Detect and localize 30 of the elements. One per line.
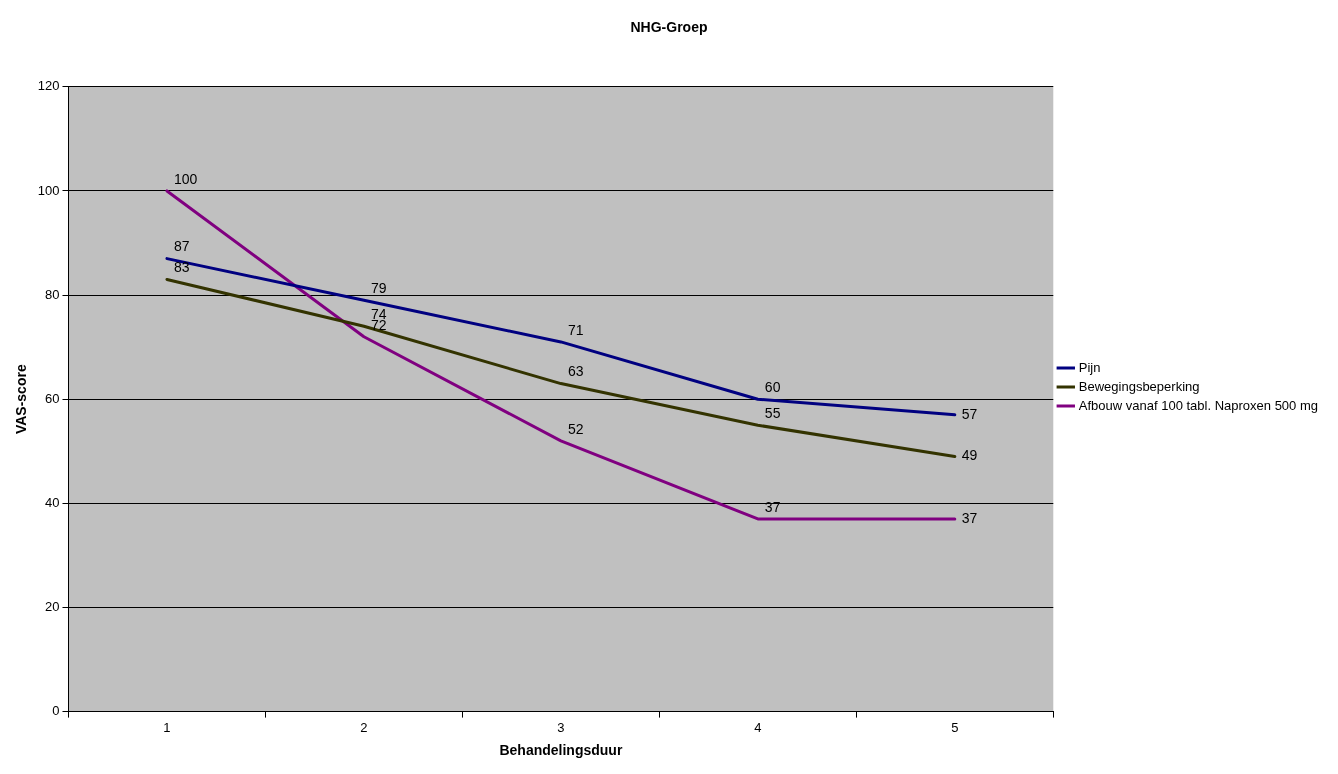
y-tick-label: 80 [45,286,60,302]
data-label: 87 [173,238,190,255]
y-tick-label: 20 [45,599,60,615]
y-tick-label: 0 [52,703,60,719]
data-label: 100 [173,170,198,187]
x-tick-label: 5 [951,719,959,735]
data-label: 49 [961,447,978,464]
y-tick-label: 120 [37,78,60,94]
legend-label: Pijn [1078,359,1101,375]
legend-label: Bewegingsbeperking [1078,378,1200,394]
data-label: 52 [567,420,584,437]
x-tick-label: 4 [754,719,762,735]
y-tick-label: 40 [45,494,60,510]
y-tick-label: 60 [45,390,60,406]
data-label: 60 [764,379,781,396]
legend-label: Afbouw vanaf 100 tabl. Naproxen 500 mg [1078,397,1319,413]
y-tick-label: 100 [37,182,60,198]
x-tick-label: 3 [557,719,565,735]
data-label: 71 [567,321,584,338]
data-label: 83 [173,259,190,276]
y-axis-title: VAS-score [13,364,30,435]
data-label: 79 [370,280,387,297]
x-tick-label: 2 [360,719,368,735]
chart-title: NHG-Groep [630,19,708,36]
x-axis-title: Behandelingsduur [499,742,623,759]
data-label: 63 [567,363,584,380]
data-label: 57 [961,405,978,422]
data-label: 55 [764,405,781,422]
x-tick-label: 1 [163,719,171,735]
data-label: 37 [961,509,978,526]
